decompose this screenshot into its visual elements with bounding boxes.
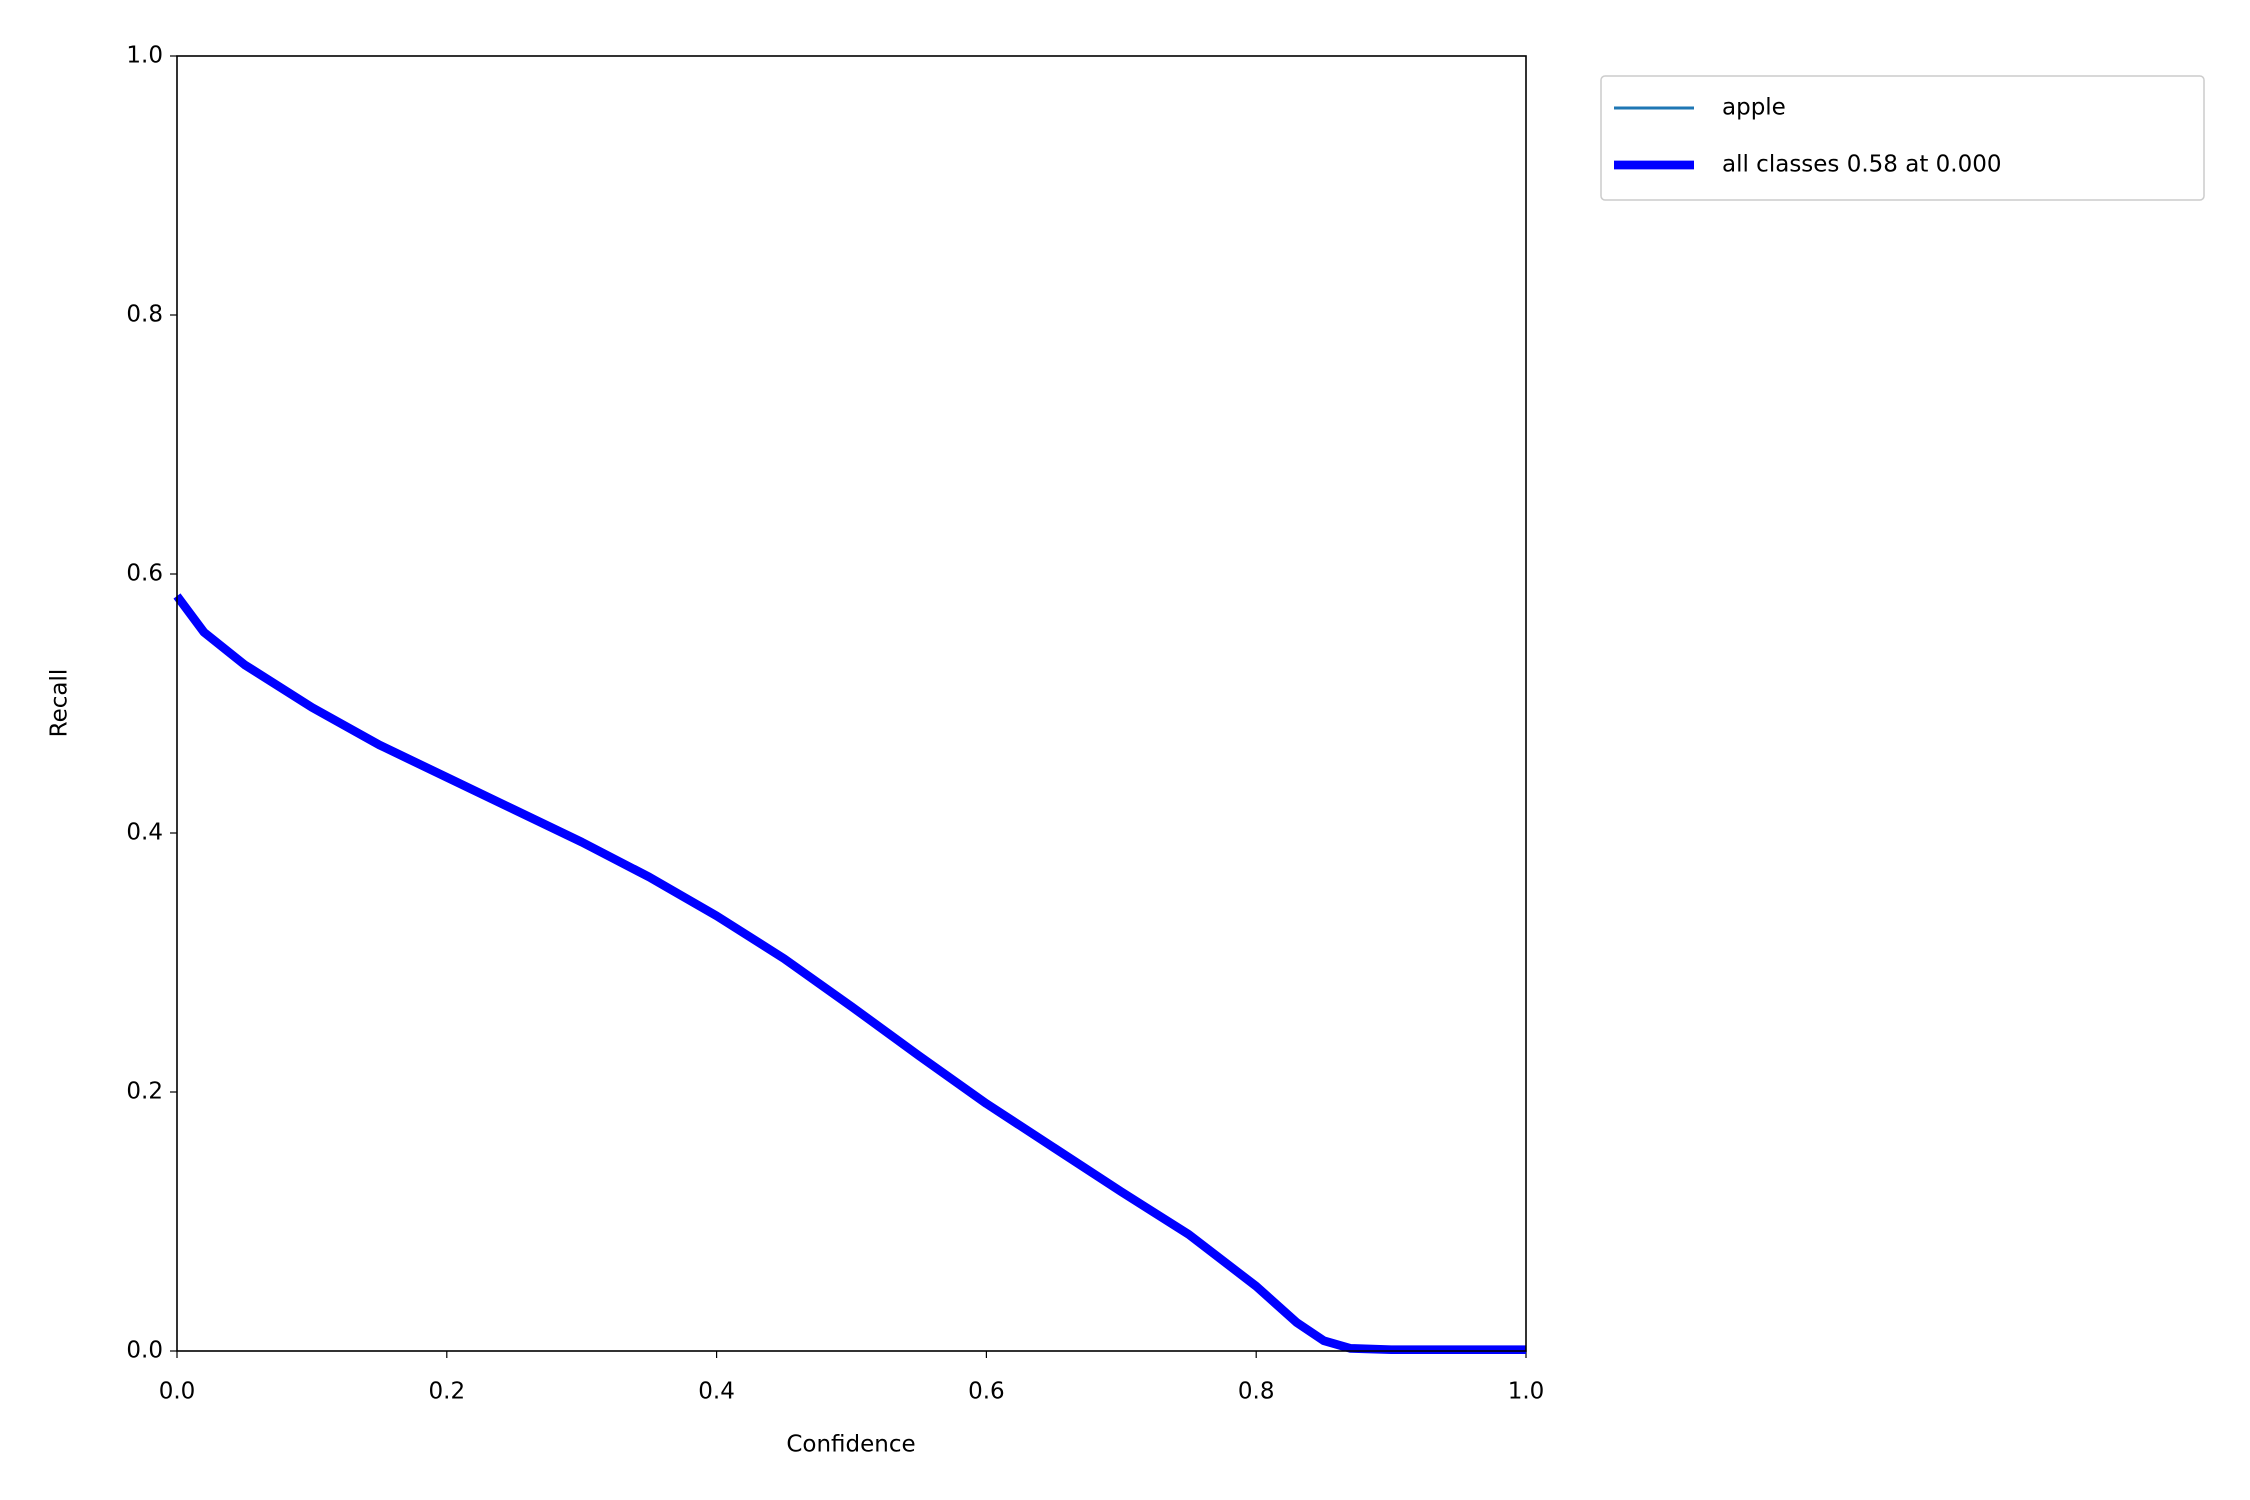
x-tick-label: 0.8: [1238, 1379, 1275, 1405]
x-axis-label: Confidence: [786, 1432, 915, 1458]
series-line: [173, 593, 1526, 1355]
x-tick-label: 0.4: [698, 1379, 735, 1405]
x-tick-label: 0.6: [968, 1379, 1005, 1405]
y-tick-label: 0.8: [126, 302, 163, 328]
y-tick-label: 1.0: [126, 43, 163, 69]
y-tick-label: 0.6: [126, 561, 163, 587]
y-tick-label: 0.2: [126, 1079, 163, 1105]
legend-label: all classes 0.58 at 0.000: [1722, 152, 2002, 178]
x-tick-label: 0.2: [429, 1379, 466, 1405]
plot-frame: [176, 55, 1527, 1352]
y-tick-label: 0.0: [126, 1338, 163, 1364]
y-axis-label: Recall: [47, 669, 73, 738]
legend-label: apple: [1722, 95, 1786, 121]
legend-box: [1600, 75, 2205, 201]
y-tick-label: 0.4: [126, 820, 163, 846]
x-tick-label: 1.0: [1508, 1379, 1545, 1405]
x-tick-label: 0.0: [159, 1379, 196, 1405]
